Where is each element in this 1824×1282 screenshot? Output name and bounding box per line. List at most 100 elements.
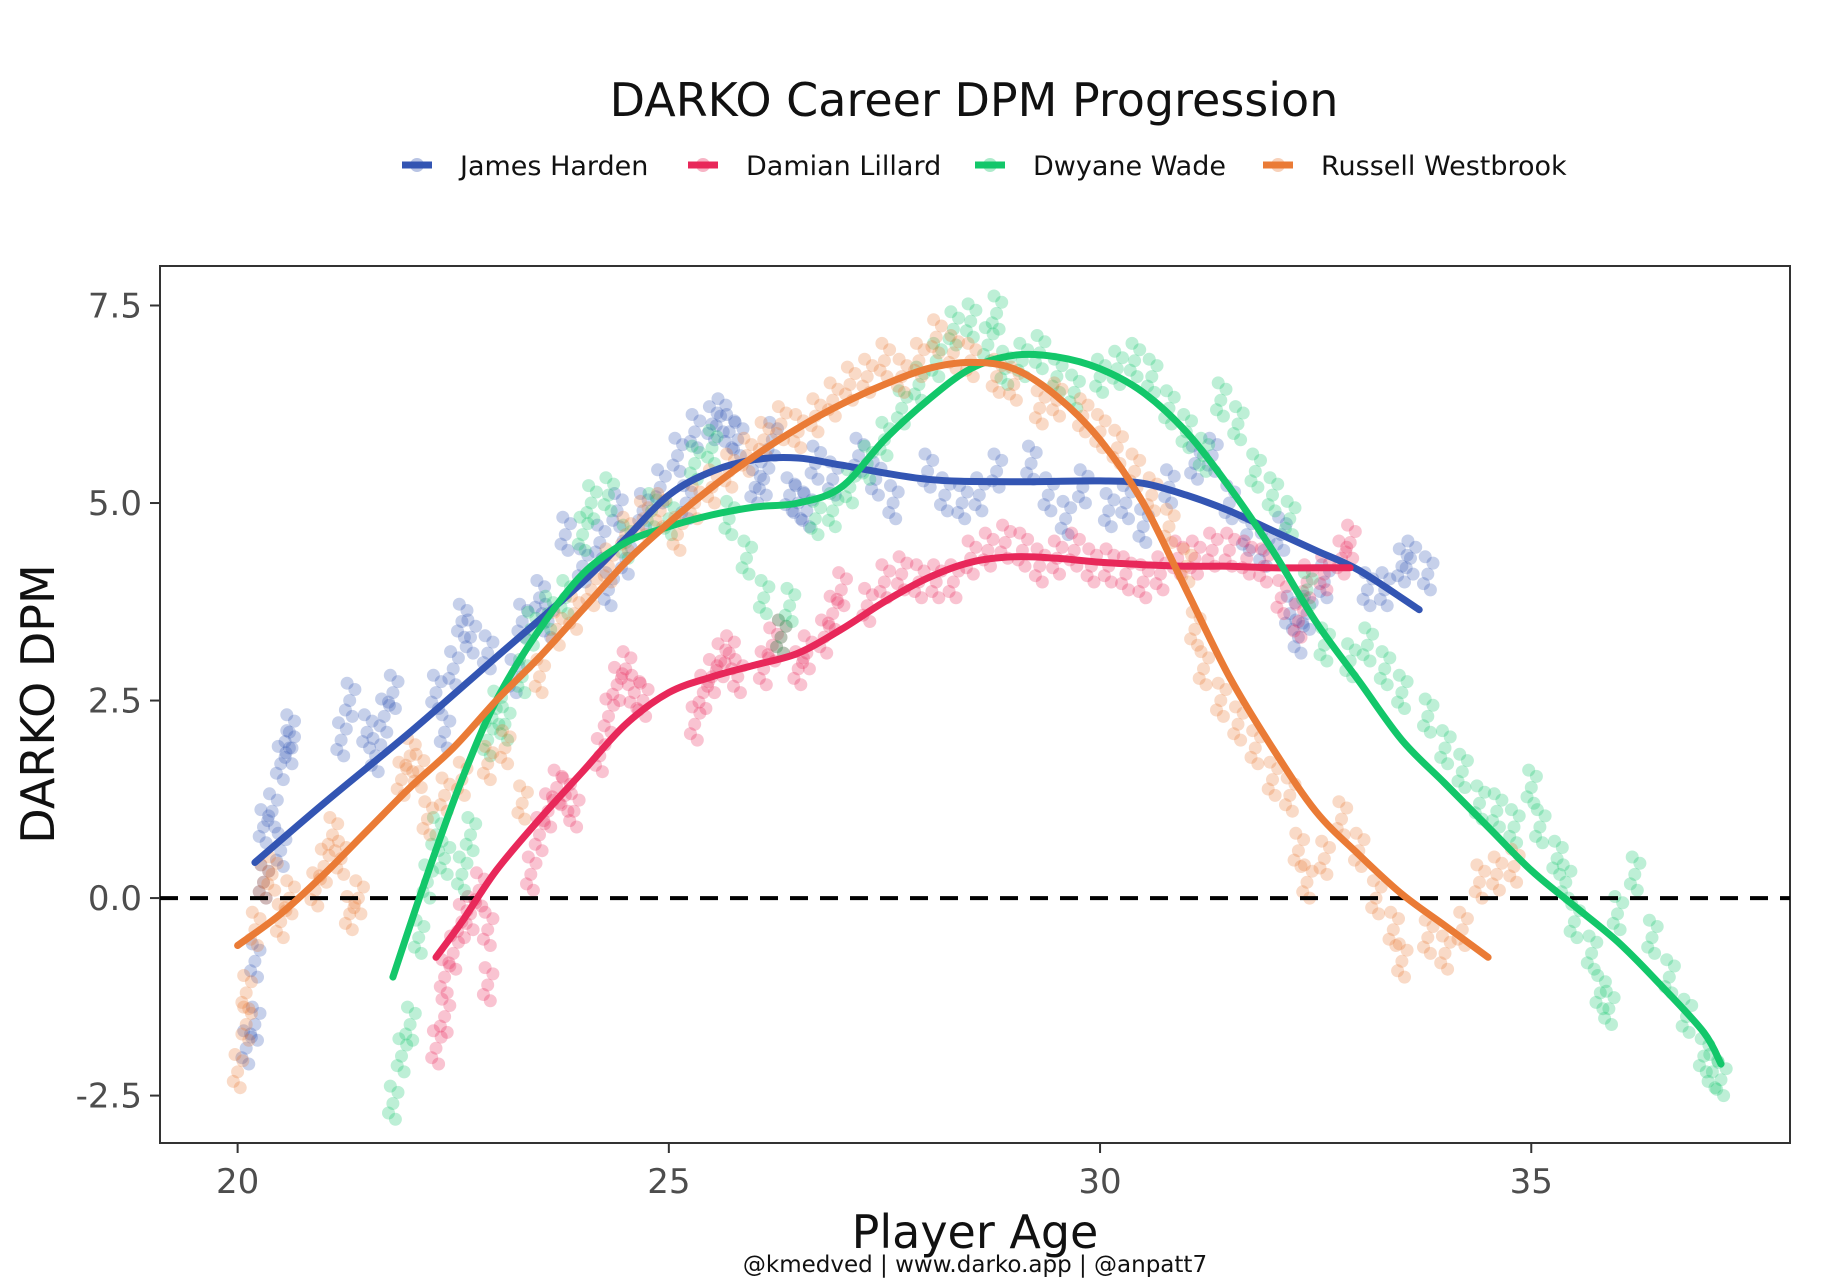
data-point xyxy=(604,504,618,518)
data-point xyxy=(1191,472,1204,486)
data-point xyxy=(633,494,647,508)
data-point xyxy=(544,622,558,636)
data-point xyxy=(1423,946,1437,960)
data-point xyxy=(1418,692,1432,706)
data-point xyxy=(1348,525,1362,538)
data-point xyxy=(944,329,958,342)
data-point xyxy=(539,589,552,603)
data-point xyxy=(990,306,1004,320)
data-point xyxy=(513,779,527,793)
data-point xyxy=(555,611,569,625)
data-point xyxy=(1047,534,1061,548)
data-point xyxy=(946,575,960,589)
data-point xyxy=(1392,668,1406,682)
data-point xyxy=(1080,569,1094,583)
data-point xyxy=(1108,344,1122,358)
data-point xyxy=(274,757,288,771)
data-point xyxy=(1210,703,1223,717)
data-point xyxy=(1717,1089,1731,1103)
data-point xyxy=(770,640,784,654)
data-point xyxy=(895,401,909,415)
data-point xyxy=(978,321,992,335)
data-point xyxy=(787,506,801,519)
data-point xyxy=(1593,986,1607,1000)
data-point xyxy=(1421,709,1435,723)
data-point xyxy=(752,671,766,685)
data-point xyxy=(771,400,785,414)
legend-item-damian-lillard: Damian Lillard xyxy=(688,151,941,182)
data-point xyxy=(614,671,628,685)
data-point xyxy=(1056,494,1070,508)
series-damian-lillard-smooth-line xyxy=(432,553,1354,961)
data-point xyxy=(322,848,336,862)
data-point xyxy=(278,735,292,749)
data-point xyxy=(492,717,506,731)
data-point xyxy=(796,485,810,499)
data-point xyxy=(1199,678,1213,692)
data-point xyxy=(1426,698,1440,712)
data-point xyxy=(451,624,464,638)
data-point xyxy=(425,695,439,709)
data-point xyxy=(1191,567,1204,581)
data-point xyxy=(1242,543,1256,557)
data-point xyxy=(469,817,483,831)
data-point xyxy=(843,378,857,391)
data-point xyxy=(814,446,828,459)
data-point xyxy=(779,619,793,633)
data-point xyxy=(823,376,837,390)
data-point xyxy=(412,931,426,945)
data-point xyxy=(788,477,802,491)
data-point xyxy=(1210,532,1224,546)
data-point xyxy=(633,675,646,689)
data-point xyxy=(253,943,267,957)
data-point xyxy=(949,591,963,605)
data-point xyxy=(1363,654,1377,668)
data-point xyxy=(923,480,937,494)
data-point xyxy=(1714,1073,1728,1087)
data-point xyxy=(460,604,474,617)
data-point xyxy=(857,438,871,452)
data-point xyxy=(925,340,939,354)
data-point xyxy=(1116,351,1129,365)
data-point xyxy=(806,439,820,453)
data-point xyxy=(558,528,572,542)
data-point xyxy=(481,757,495,771)
data-point xyxy=(481,923,495,937)
data-point xyxy=(282,725,296,739)
data-point xyxy=(711,637,725,651)
data-point xyxy=(1194,645,1208,659)
data-point xyxy=(1096,385,1110,399)
data-point xyxy=(846,496,859,510)
data-point xyxy=(714,654,728,668)
data-point xyxy=(476,743,490,756)
data-point xyxy=(863,472,877,486)
data-point xyxy=(1453,905,1467,919)
data-point xyxy=(423,891,437,905)
data-point xyxy=(1136,575,1150,589)
data-point xyxy=(1130,370,1144,384)
data-point xyxy=(608,660,621,674)
data-point xyxy=(1072,374,1086,388)
data-point xyxy=(710,659,724,673)
data-point xyxy=(573,510,587,524)
data-point xyxy=(251,1033,264,1047)
data-point xyxy=(875,415,889,429)
data-point xyxy=(685,700,699,714)
data-point xyxy=(242,1057,256,1071)
data-point xyxy=(1380,678,1394,692)
data-point xyxy=(349,874,363,888)
data-point xyxy=(702,400,716,414)
data-point xyxy=(253,912,267,926)
data-point xyxy=(388,702,402,715)
data-point xyxy=(1285,804,1299,818)
data-point xyxy=(407,940,421,954)
data-point xyxy=(688,457,702,470)
data-point xyxy=(1047,376,1061,390)
data-point xyxy=(720,629,734,643)
data-point xyxy=(1038,390,1052,404)
data-point xyxy=(400,1038,414,1052)
data-point xyxy=(242,1033,256,1047)
data-point xyxy=(1028,355,1042,369)
data-point xyxy=(1320,867,1334,881)
data-point xyxy=(417,754,431,768)
